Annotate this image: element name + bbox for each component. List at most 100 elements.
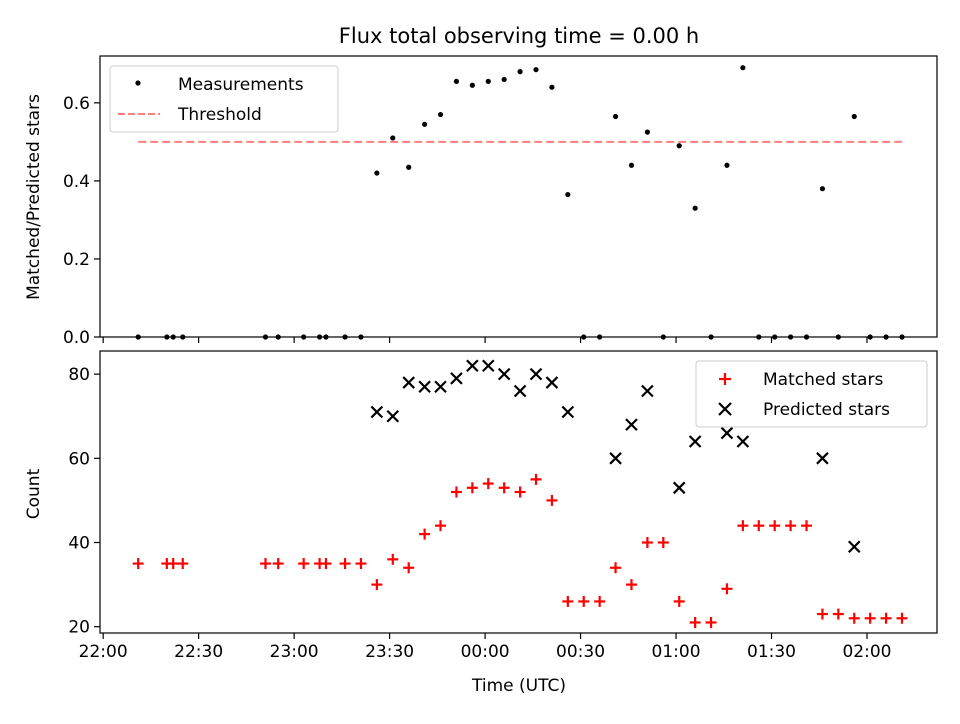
predicted-star-point [529, 367, 543, 381]
predicted-star-point [816, 452, 829, 465]
matched-star-point [419, 528, 431, 540]
x-tick-label: 00:30 [556, 642, 605, 662]
measurement-point [565, 191, 571, 198]
x-tick-label: 22:00 [79, 642, 128, 662]
measurement-point [437, 111, 444, 118]
top-legend-frame [109, 65, 339, 133]
top-ytick-label: 0.0 [63, 328, 90, 348]
matched-star-point [832, 608, 844, 620]
measurement-point [581, 334, 587, 340]
matched-star-point [880, 612, 892, 624]
measurement-point [740, 65, 746, 71]
measurement-point [676, 143, 682, 149]
predicted-star-stroke-b [816, 452, 829, 465]
matched-star-point [848, 612, 860, 624]
predicted-star-stroke-b [561, 405, 575, 419]
top-legend: Measurements Threshold [109, 65, 339, 133]
matched-star-point [530, 473, 542, 485]
matched-star-point [578, 595, 590, 607]
legend-measurements-label: Measurements [178, 75, 304, 95]
top-ytick-label: 0.2 [63, 250, 90, 270]
measurement-point [851, 113, 857, 120]
x-axis-label: Time (UTC) [471, 676, 566, 696]
bottom-y-axis-label: Count [24, 468, 44, 519]
measurement-point [390, 135, 396, 141]
measurement-point [660, 334, 666, 340]
predicted-star-stroke-b [545, 376, 559, 389]
predicted-star-stroke-b [418, 380, 431, 394]
matched-star-point [594, 595, 606, 607]
measurement-point [692, 205, 698, 211]
predicted-star-stroke-b [720, 426, 734, 440]
predicted-star-point [609, 452, 622, 465]
predicted-star-point [847, 540, 861, 553]
matched-star-point [625, 579, 637, 591]
legend-threshold-label: Threshold [177, 105, 262, 125]
predicted-star-point [513, 384, 527, 398]
top-plot-area: 0.0 0.2 0.4 0.6 [63, 55, 938, 348]
measurement-point [180, 334, 186, 340]
measurement-point [135, 334, 141, 340]
measurement-point [644, 129, 650, 135]
matched-star-point [259, 558, 271, 570]
predicted-star-stroke-b [497, 367, 511, 381]
matched-star-point [769, 520, 781, 532]
matched-star-point [514, 486, 526, 498]
predicted-star-point [497, 367, 511, 381]
matched-star-point [737, 520, 749, 532]
measurement-point [835, 334, 841, 340]
predicted-star-point [450, 372, 463, 385]
predicted-star-stroke-b [466, 359, 479, 373]
measurement-point [883, 334, 889, 340]
predicted-star-stroke-b [402, 376, 415, 389]
legend-matched-stars-marker [719, 373, 731, 385]
measurement-point [533, 67, 539, 73]
matched-star-point [546, 494, 558, 506]
matched-star-point [864, 612, 876, 624]
matched-star-point [371, 579, 383, 591]
matched-star-point [689, 616, 701, 628]
bottom-plot-area: 20 40 60 80 22:00 22:30 23:00 23:30 00:00 00:30 01… [68, 350, 938, 662]
top-y-axis-label: Matched/Predicted stars [24, 94, 44, 300]
matched-star-point [272, 558, 284, 570]
bottom-ytick-label: 80 [68, 365, 90, 385]
predicted-star-stroke-b [847, 540, 861, 553]
measurement-point [469, 82, 475, 88]
measurement-point [358, 334, 364, 340]
matched-star-point [298, 558, 310, 570]
predicted-star-stroke-b [672, 481, 686, 495]
measurement-point [517, 69, 523, 75]
matched-star-point [177, 558, 189, 570]
measurement-point [803, 334, 810, 340]
x-tick-label: 01:30 [747, 642, 796, 662]
x-tick-label: 02:00 [842, 642, 891, 662]
measurement-point [819, 186, 826, 192]
matched-star-point [339, 558, 351, 570]
x-tick-label: 23:30 [365, 642, 414, 662]
predicted-star-point [736, 435, 750, 448]
x-tick-label: 22:30 [174, 642, 223, 662]
predicted-star-stroke-b [434, 380, 447, 394]
measurement-point [262, 334, 269, 340]
predicted-star-stroke-b [736, 435, 750, 448]
predicted-star-point [418, 380, 431, 394]
matched-star-point [450, 486, 462, 498]
matched-star-point [705, 616, 717, 628]
matched-star-point [466, 482, 478, 494]
matched-star-point [641, 537, 653, 549]
legend-matched-stars-label: Matched stars [763, 370, 883, 390]
measurement-point [612, 113, 619, 120]
matched-star-point [610, 562, 622, 574]
measurement-point [170, 334, 176, 340]
x-tick-label: 01:00 [652, 642, 701, 662]
predicted-star-point [370, 405, 384, 419]
measurement-point [164, 334, 170, 340]
measurement-point [323, 334, 329, 340]
bottom-plot-frame [99, 350, 938, 634]
predicted-star-stroke-b [370, 405, 384, 419]
x-tick-label: 00:00 [461, 642, 510, 662]
predicted-star-stroke-b [450, 372, 463, 385]
predicted-star-point [641, 384, 654, 398]
measurement-point [485, 78, 491, 84]
measurement-point [549, 84, 555, 90]
